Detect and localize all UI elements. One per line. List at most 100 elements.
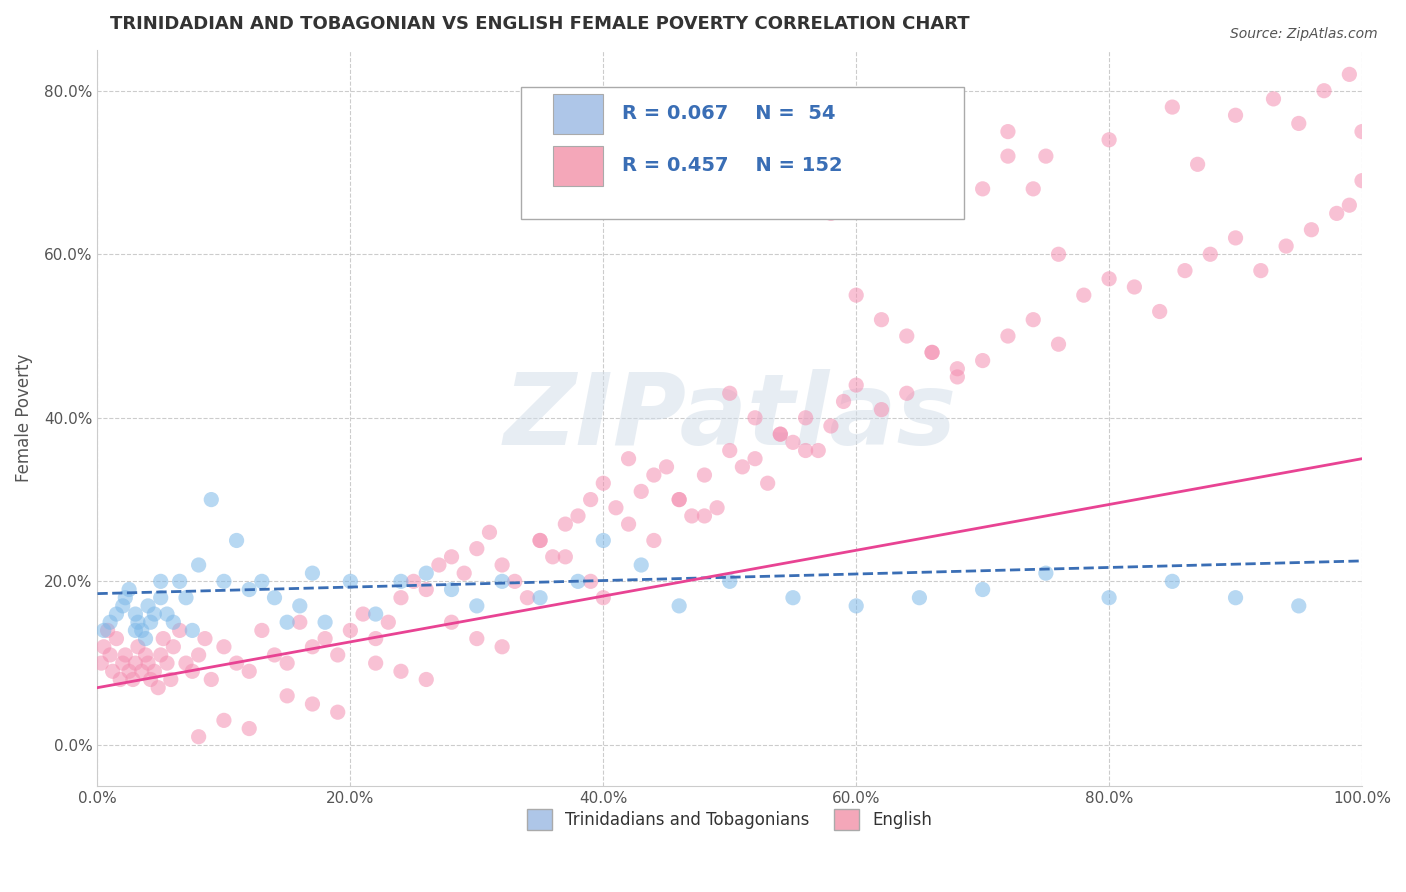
Point [617,517,640,532]
Point [139,615,162,630]
Point [896,329,918,343]
Point [225,656,247,670]
Point [554,549,576,564]
Text: TRINIDADIAN AND TOBAGONIAN VS ENGLISH FEMALE POVERTY CORRELATION CHART: TRINIDADIAN AND TOBAGONIAN VS ENGLISH FE… [110,15,970,33]
Point [212,640,235,654]
Point [250,574,273,589]
Point [845,288,868,302]
Y-axis label: Female Poverty: Female Poverty [15,353,32,482]
Point [110,673,132,687]
Text: R = 0.067    N =  54: R = 0.067 N = 54 [623,104,835,123]
Point [174,656,197,670]
Point [465,599,488,613]
Point [896,386,918,401]
Point [1187,157,1209,171]
Point [769,427,792,442]
Point [169,624,191,638]
Point [149,591,172,605]
Point [389,574,412,589]
Point [440,549,463,564]
FancyBboxPatch shape [553,145,603,186]
Point [1123,280,1146,294]
Point [427,558,450,572]
Point [972,353,994,368]
FancyBboxPatch shape [553,94,603,135]
Point [718,574,741,589]
Point [794,443,817,458]
Point [744,451,766,466]
Point [1288,599,1310,613]
Legend: Trinidadians and Tobagonians, English: Trinidadians and Tobagonians, English [520,803,939,837]
Point [250,624,273,638]
Point [1225,108,1247,122]
Point [845,599,868,613]
Point [225,533,247,548]
Point [122,673,145,687]
Point [921,345,943,359]
Point [98,648,121,662]
Point [364,607,387,621]
Point [1225,591,1247,605]
Point [105,632,128,646]
Point [187,648,209,662]
Point [440,582,463,597]
Point [465,541,488,556]
Point [90,656,112,670]
Point [972,182,994,196]
Point [111,656,134,670]
Point [1022,182,1045,196]
Point [1313,84,1336,98]
Point [136,599,159,613]
Point [389,591,412,605]
Point [668,599,690,613]
Point [845,378,868,392]
Point [1263,92,1285,106]
Point [769,427,792,442]
Point [529,591,551,605]
Point [491,574,513,589]
Point [152,632,174,646]
Point [143,607,166,621]
Text: Source: ZipAtlas.com: Source: ZipAtlas.com [1230,27,1378,41]
Point [181,624,204,638]
Point [744,410,766,425]
Point [127,615,149,630]
Point [97,624,120,638]
Point [377,615,399,630]
Point [794,410,817,425]
Point [146,681,169,695]
Point [118,665,141,679]
Point [314,615,336,630]
Point [149,648,172,662]
Point [1339,67,1361,81]
Point [756,476,779,491]
Point [1339,198,1361,212]
Point [135,648,157,662]
Point [1047,247,1070,261]
Point [1161,100,1184,114]
Point [181,665,204,679]
Point [706,500,728,515]
Point [187,558,209,572]
Point [415,582,437,597]
Point [415,566,437,581]
Point [136,656,159,670]
Point [314,632,336,646]
Point [124,624,146,638]
Point [1199,247,1222,261]
FancyBboxPatch shape [522,87,963,219]
Point [782,591,804,605]
Point [1275,239,1298,253]
Point [156,656,179,670]
Point [200,492,222,507]
Point [718,443,741,458]
Point [693,468,716,483]
Point [478,525,501,540]
Point [592,476,614,491]
Point [972,582,994,597]
Point [491,558,513,572]
Point [364,656,387,670]
Point [1161,574,1184,589]
Point [364,632,387,646]
Point [1098,591,1121,605]
